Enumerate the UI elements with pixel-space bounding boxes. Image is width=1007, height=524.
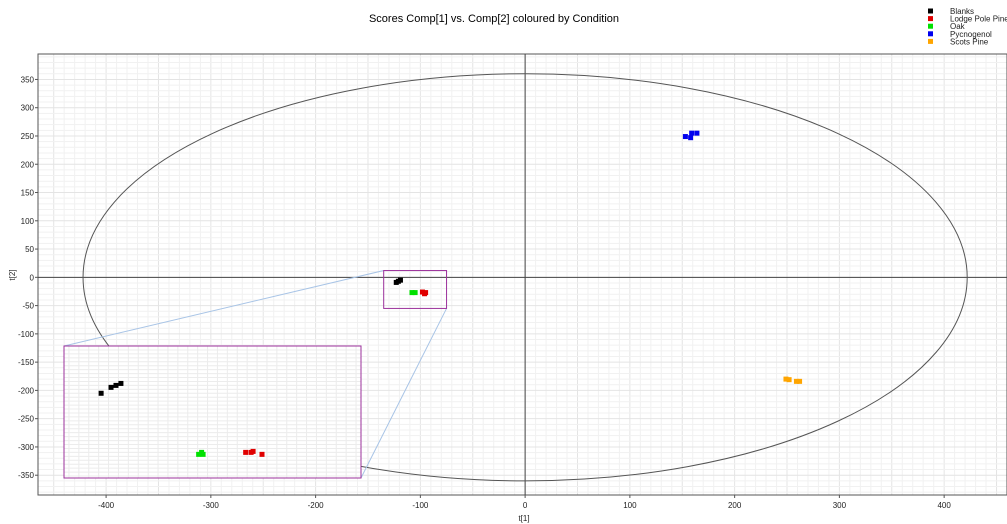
x-tick-label: -100 [412,501,429,510]
x-tick-label: 300 [833,501,847,510]
y-tick-label: 200 [21,160,35,169]
inset-data-point-lodge-pole-pine[interactable] [260,452,265,457]
data-point-pycnogenol[interactable] [683,134,688,139]
y-tick-label: -300 [18,443,35,452]
inset-data-point-blanks[interactable] [99,391,104,396]
data-point-scots-pine[interactable] [797,379,802,384]
data-point-pycnogenol[interactable] [688,135,693,140]
y-tick-label: -200 [18,386,35,395]
x-tick-label: -300 [203,501,220,510]
inset-data-point-oak[interactable] [201,452,206,457]
data-point-pycnogenol[interactable] [694,131,699,136]
y-tick-label: 300 [21,104,35,113]
x-tick-label: -400 [98,501,115,510]
x-axis-label: t[1] [518,514,529,523]
y-tick-label: 50 [25,245,34,254]
legend-swatch [928,9,933,14]
inset-data-point-blanks[interactable] [118,381,123,386]
data-points [394,131,802,384]
data-point-pycnogenol[interactable] [689,131,694,136]
inset-data-point-lodge-pole-pine[interactable] [251,449,256,454]
inset-data-point-blanks[interactable] [113,383,118,388]
legend-swatch [928,24,933,29]
data-point-lodge-pole-pine[interactable] [422,291,427,296]
data-point-scots-pine[interactable] [787,377,792,382]
y-tick-label: -250 [18,415,35,424]
x-tick-label: 200 [728,501,742,510]
legend-swatch [928,31,933,36]
x-tick-label: -200 [308,501,325,510]
y-tick-label: 350 [21,75,35,84]
y-tick-label: -150 [18,358,35,367]
y-tick-label: 250 [21,132,35,141]
legend-label: Scots Pine [950,37,989,46]
x-tick-label: 100 [623,501,637,510]
legend-swatch [928,39,933,44]
y-tick-label: -50 [22,302,34,311]
y-tick-label: 150 [21,189,35,198]
legend-swatch [928,16,933,21]
y-tick-label: -350 [18,471,35,480]
y-tick-label: -100 [18,330,35,339]
inset-data-point-blanks[interactable] [109,385,114,390]
zoom-source-box[interactable] [384,271,447,309]
zoom-connector-left [64,271,384,346]
y-tick-label: 0 [30,273,35,282]
data-point-oak[interactable] [413,290,418,295]
y-tick-label: 100 [21,217,35,226]
y-axis-label: t[2] [8,269,17,280]
data-point-blanks[interactable] [398,278,403,283]
x-tick-label: 0 [523,501,528,510]
x-tick-label: 400 [937,501,951,510]
chart-title: Scores Comp[1] vs. Comp[2] coloured by C… [369,13,619,25]
inset-data-point-lodge-pole-pine[interactable] [243,450,248,455]
